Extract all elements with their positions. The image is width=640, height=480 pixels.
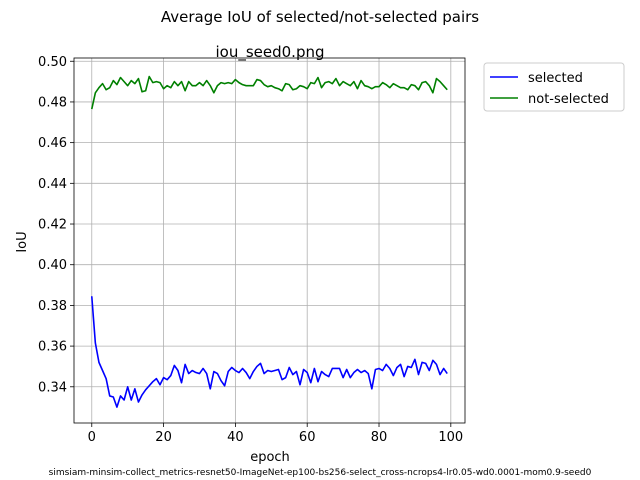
y-tick-label: 0.44	[38, 177, 67, 192]
x-axis-label: epoch	[250, 450, 290, 465]
y-tick-label: 0.40	[38, 258, 67, 273]
y-ticks: 0.34 0.36 0.38 0.40 0.42 0.44 0.46 0.48 0.50	[38, 55, 74, 395]
y-tick-label: 0.36	[38, 340, 67, 355]
x-tick-label: 20	[155, 430, 172, 445]
x-ticks: 0 20 40 60 80 100	[88, 423, 463, 445]
x-tick-label: 100	[438, 430, 463, 445]
plot-area: 0 20 40 60 80 100 0.34 0.36 0.38 0.40 0.42 0.44 0.4…	[38, 55, 466, 445]
legend: selected not-selected	[483, 62, 625, 112]
chart-title: iou_seed0.png	[215, 43, 324, 62]
y-axis-label: IoU	[15, 231, 30, 252]
y-tick-label: 0.46	[38, 136, 67, 151]
legend-box	[483, 62, 625, 112]
x-tick-label: 0	[88, 430, 96, 445]
axes-frame	[73, 57, 466, 424]
series-line-not-selected	[90, 75, 448, 110]
grid-lines	[74, 58, 465, 423]
x-tick-label: 40	[227, 430, 244, 445]
series-line-selected	[90, 296, 448, 408]
x-tick-label: 80	[371, 430, 388, 445]
legend-label-selected: selected	[528, 71, 583, 86]
series-lines	[90, 75, 448, 408]
chart-suptitle: Average IoU of selected/not-selected pai…	[161, 8, 479, 26]
y-tick-label: 0.42	[38, 218, 67, 233]
chart-footer: simsiam-minsim-collect_metrics-resnet50-…	[49, 468, 592, 478]
legend-label-not-selected: not-selected	[528, 92, 609, 107]
y-tick-label: 0.34	[38, 380, 67, 395]
y-tick-label: 0.50	[38, 55, 67, 70]
x-tick-label: 60	[299, 430, 316, 445]
y-tick-label: 0.48	[38, 95, 67, 110]
y-tick-label: 0.38	[38, 299, 67, 314]
